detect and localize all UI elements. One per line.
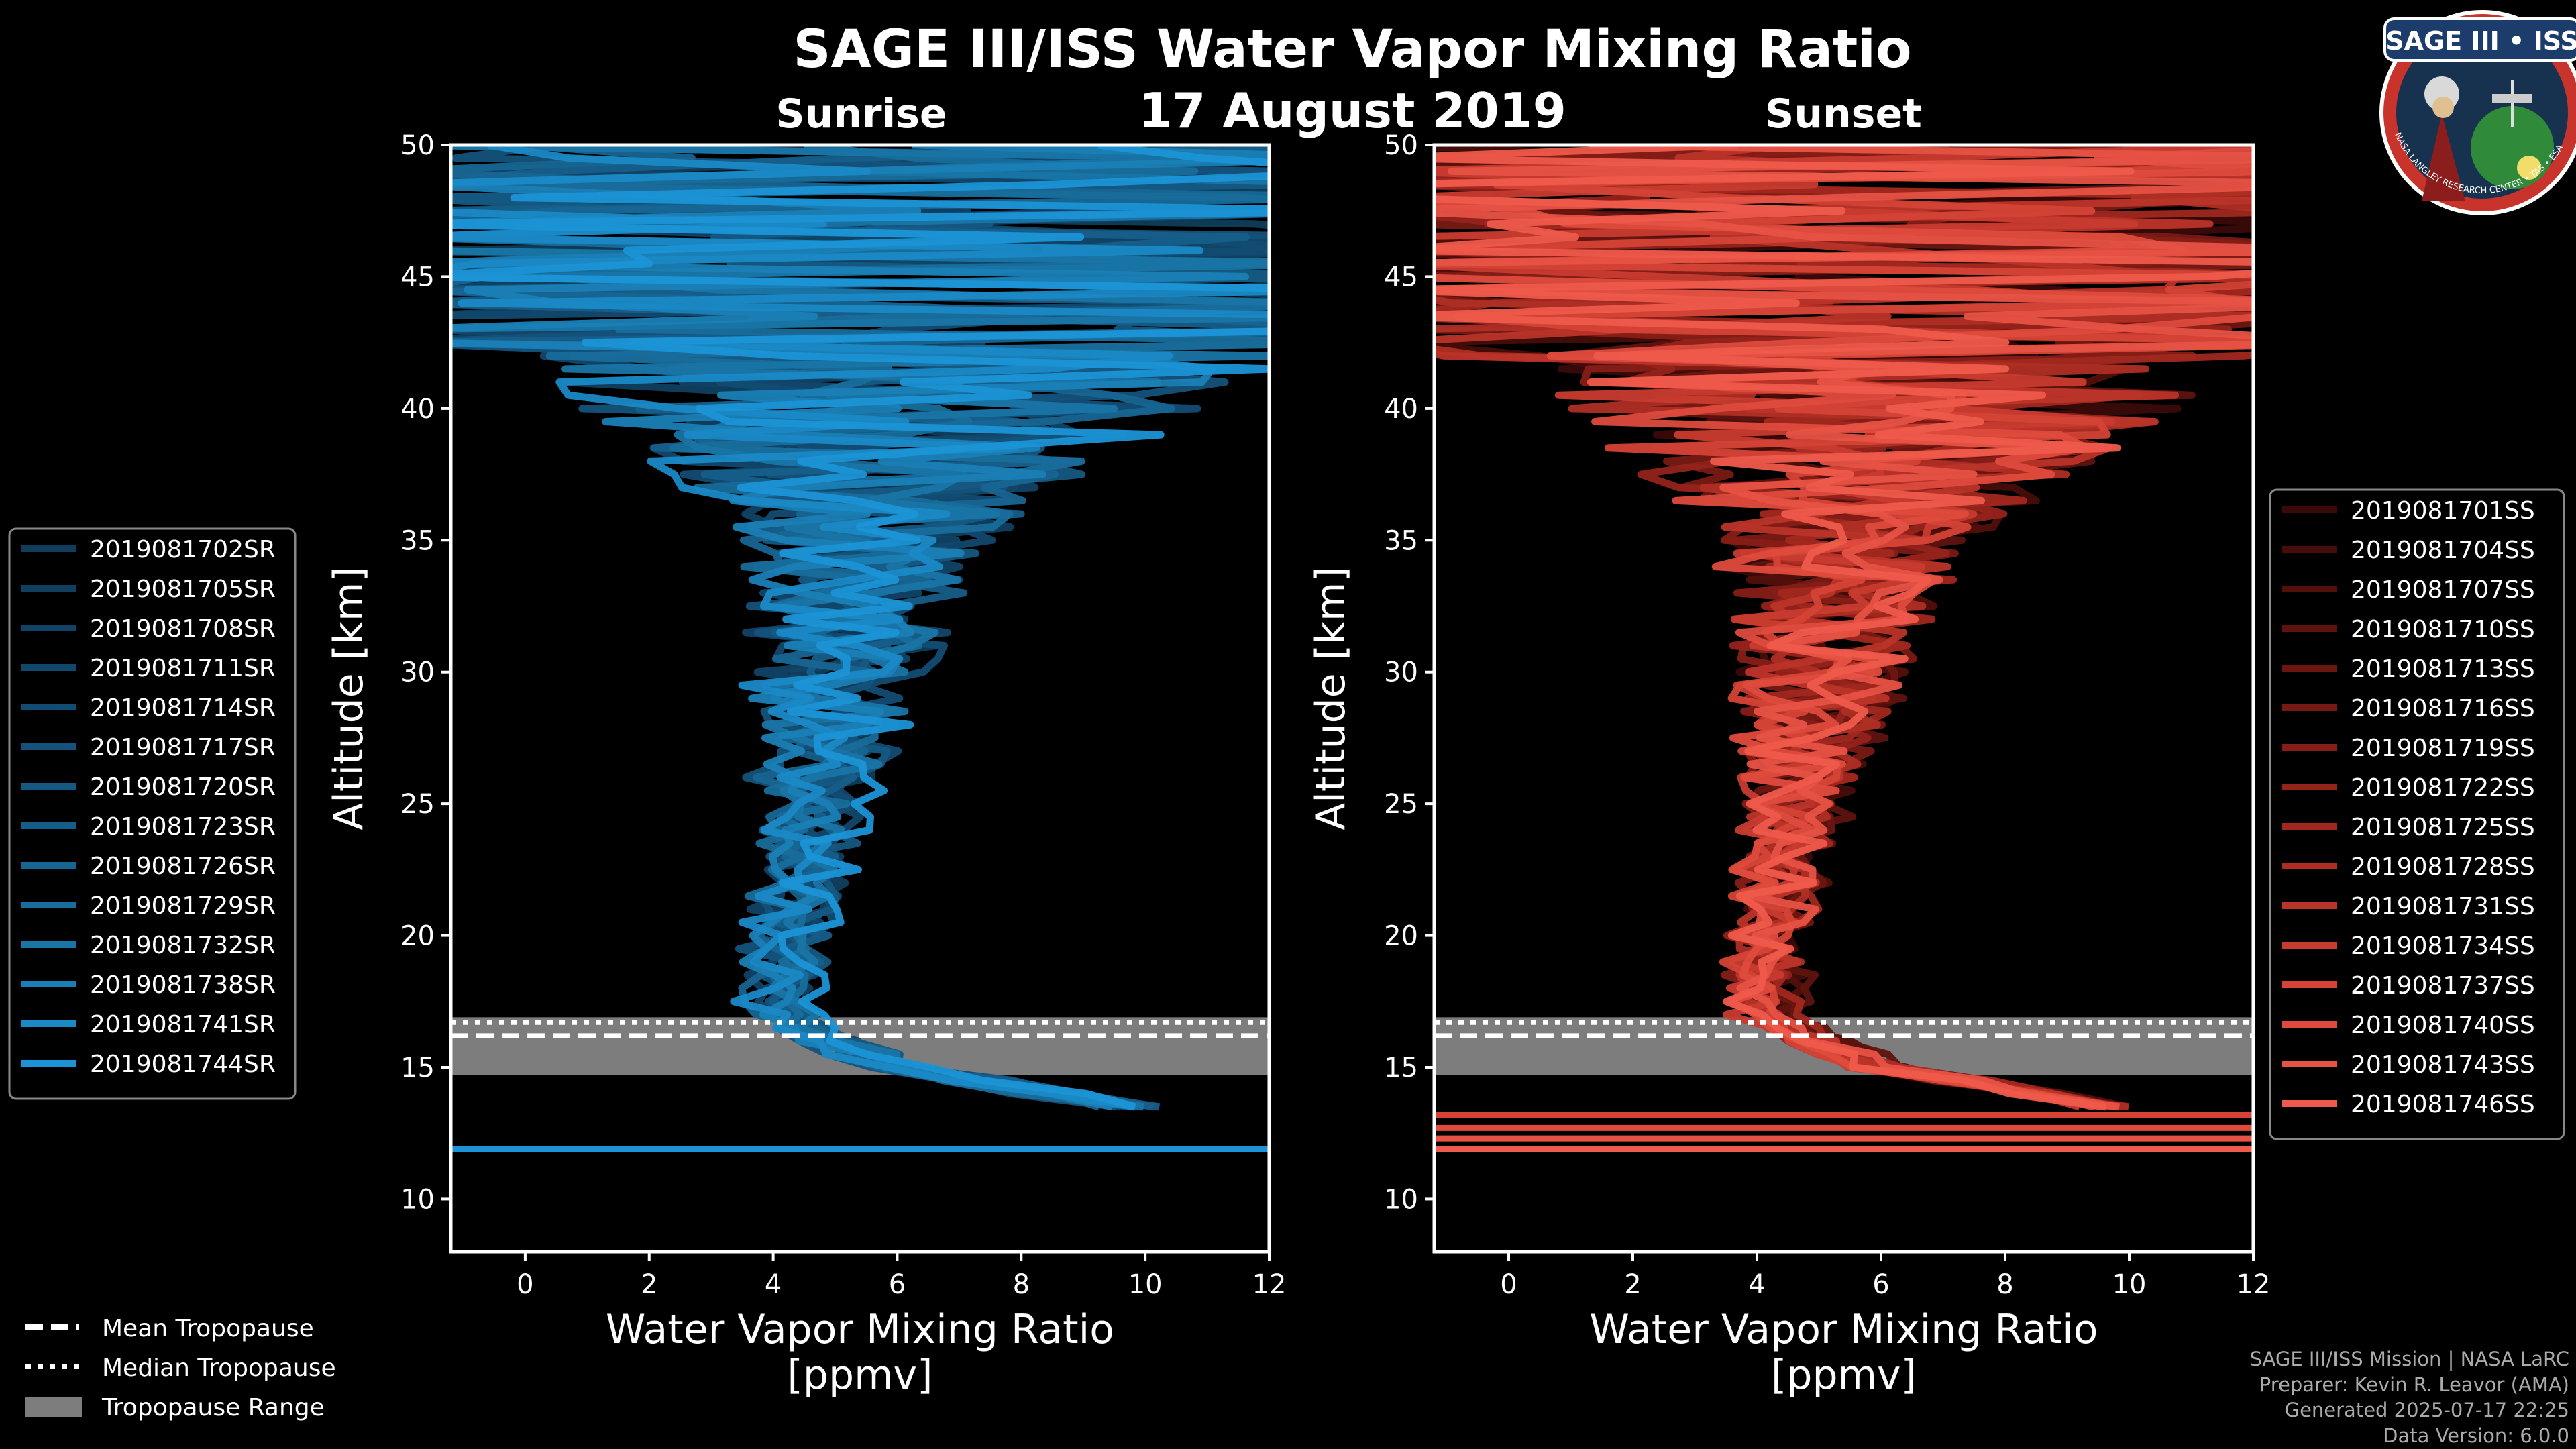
y-tick-label: 40 [1384,394,1418,425]
x-tick-label: 2 [1624,1269,1641,1300]
tropopause-legend: Mean Tropopause Median Tropopause Tropop… [25,1315,336,1421]
y-tick-label: 50 [1384,130,1418,161]
profiles [451,145,1269,1152]
y-tick-label: 15 [400,1053,435,1083]
legend-entry: 2019081740SS [2351,1012,2535,1039]
series-legend: 2019081701SS 2019081704SS 2019081707SS 2019… [2269,488,2565,1140]
legend-box [2269,488,2565,1140]
legend-entry: 2019081711SR [90,655,276,682]
legend-entry: 2019081731SS [2351,893,2535,920]
y-tick-label: 20 [1384,921,1418,952]
legend-entry: 2019081719SS [2351,735,2535,762]
legend-entry: 2019081707SS [2351,576,2535,604]
plot-frame [449,143,1271,1254]
x-tick-label: 10 [1128,1269,1163,1300]
legend-entry: 2019081725SS [2351,814,2535,841]
legend-entry: 2019081744SR [90,1051,276,1078]
x-axis-label: Water Vapor Mixing Ratio [606,1306,1114,1353]
legend-entry: 2019081702SR [90,536,276,564]
legend-entry: 2019081714SR [90,694,276,722]
y-tick-label: 10 [1384,1184,1418,1215]
legend-entry: 2019081734SS [2351,932,2535,960]
x-tick-label: 10 [2112,1269,2147,1300]
x-axis-unit-label: [ppmv] [788,1352,933,1399]
y-tick-label: 15 [1384,1053,1418,1083]
legend-entry: 2019081729SR [90,892,276,920]
tropopause-range-swatch [25,1397,82,1417]
legend-entry: 2019081723SR [90,813,276,841]
legend-box [8,527,297,1100]
legend-entry: 2019081701SS [2351,497,2535,525]
panel-title: Sunrise [775,91,947,138]
credit-version: Data Version: 6.0.0 [2383,1424,2569,1447]
y-tick-label: 20 [400,921,435,952]
y-tick-label: 40 [400,394,435,425]
legend-entry: 2019081732SR [90,932,276,959]
legend-entry: 2019081705SR [90,576,276,603]
y-tick-label: 30 [1384,657,1418,688]
x-tick-label: 8 [1013,1269,1030,1300]
legend-entry: 2019081741SR [90,1011,276,1038]
median-tropopause-label: Median Tropopause [102,1354,336,1382]
x-tick-label: 12 [1252,1269,1287,1300]
y-tick-label: 45 [400,262,435,292]
logo-title: SAGE III • ISS [2385,26,2576,56]
credit-generated: Generated 2025-07-17 22:25 [2285,1399,2569,1421]
y-tick-label: 25 [1384,789,1418,820]
x-tick-label: 6 [889,1269,906,1300]
legend-entry: 2019081746SS [2351,1091,2535,1118]
x-tick-label: 4 [765,1269,782,1300]
plot-frame [1432,143,2255,1254]
y-tick-label: 50 [400,130,435,161]
sunset-panel: Sunset 0 2 4 6 8 10 12 10 15 20 25 30 35 40 45 50 Water V… [1307,91,2565,1399]
profiles [1434,145,2253,1152]
y-tick-label: 45 [1384,262,1418,292]
legend-entry: 2019081704SS [2351,537,2535,564]
x-axis-label: Water Vapor Mixing Ratio [1590,1306,2098,1353]
profile-line-2019081732SR [451,145,1269,1111]
y-axis-label: Altitude [km] [325,566,372,830]
tropopause-range-label: Tropopause Range [101,1394,325,1421]
series-legend: 2019081702SR 2019081705SR 2019081708SR 2019… [8,527,297,1100]
mission-patch-icon: SAGE III • ISS NASA LANGLEY RESEARCH CEN… [2379,10,2576,215]
y-tick-label: 10 [400,1184,435,1215]
panel-title: Sunset [1765,91,1922,138]
legend-entry: 2019081722SS [2351,774,2535,802]
legend-entry: 2019081726SR [90,853,276,880]
legend-entry: 2019081743SS [2351,1051,2535,1079]
y-tick-label: 30 [400,657,435,688]
figure-date: 17 August 2019 [1138,83,1566,139]
x-axis-unit-label: [ppmv] [1771,1352,1917,1399]
legend-entry: 2019081738SR [90,971,276,999]
legend-entry: 2019081717SR [90,734,276,761]
legend-entry: 2019081710SS [2351,616,2535,643]
profile-line-2019081746SS [1434,145,2253,1111]
credit-preparer: Preparer: Kevin R. Leavor (AMA) [2259,1373,2569,1396]
legend-entry: 2019081708SR [90,615,276,643]
x-tick-label: 6 [1872,1269,1889,1300]
x-tick-label: 0 [517,1269,533,1300]
x-tick-label: 12 [2237,1269,2271,1300]
credit-mission: SAGE III/ISS Mission | NASA LaRC [2250,1348,2569,1371]
figure-title: SAGE III/ISS Water Vapor Mixing Ratio [793,19,1911,80]
credits: SAGE III/ISS Mission | NASA LaRC Prepare… [2250,1348,2569,1447]
legend-entry: 2019081716SS [2351,695,2535,722]
legend-entry: 2019081720SR [90,773,276,801]
y-tick-label: 35 [400,525,435,556]
profile-line-2019081740SS [1434,147,2253,1111]
legend-entry: 2019081737SS [2351,972,2535,1000]
x-tick-label: 0 [1500,1269,1517,1300]
y-tick-label: 35 [1384,525,1418,556]
legend-entry: 2019081728SS [2351,853,2535,881]
profile-line-2019081744SR [451,145,1269,1111]
y-axis-label: Altitude [km] [1307,566,1354,830]
y-tick-label: 25 [400,789,435,820]
sunrise-panel: Sunrise 0 2 4 6 8 10 12 10 15 20 25 30 35 40 45 50 Water … [8,91,1287,1399]
mean-tropopause-label: Mean Tropopause [102,1315,314,1342]
x-tick-label: 4 [1748,1269,1765,1300]
x-tick-label: 8 [1996,1269,2013,1300]
x-tick-label: 2 [641,1269,657,1300]
legend-entry: 2019081713SS [2351,655,2535,683]
